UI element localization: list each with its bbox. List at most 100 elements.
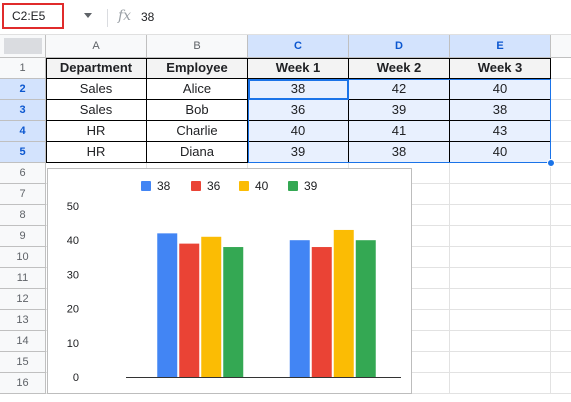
header-cell[interactable]: Week 2 <box>349 58 450 79</box>
column-header-e[interactable]: E <box>450 35 551 58</box>
table-cell[interactable] <box>551 331 571 352</box>
table-cell[interactable]: Sales <box>46 100 147 121</box>
row-header-1[interactable]: 1 <box>0 58 46 79</box>
bar-3-1[interactable] <box>355 240 376 377</box>
table-cell[interactable] <box>551 163 571 184</box>
row-header-6[interactable]: 6 <box>0 163 46 184</box>
row-header-3[interactable]: 3 <box>0 100 46 121</box>
table-cell[interactable] <box>551 310 571 331</box>
table-cell[interactable] <box>450 226 551 247</box>
table-cell[interactable]: 38 <box>450 100 551 121</box>
formula-bar: C2:E5 fx 38 <box>0 0 571 35</box>
table-cell[interactable] <box>450 247 551 268</box>
table-cell[interactable] <box>450 289 551 310</box>
bar-1-1[interactable] <box>311 247 332 377</box>
table-cell[interactable]: 43 <box>450 121 551 142</box>
table-cell[interactable]: Diana <box>147 142 248 163</box>
header-cell[interactable]: Employee <box>147 58 248 79</box>
row-header-13[interactable]: 13 <box>0 310 46 331</box>
table-cell[interactable] <box>450 268 551 289</box>
column-header-f[interactable] <box>551 35 571 58</box>
table-cell[interactable] <box>551 268 571 289</box>
legend-label-3: 39 <box>304 179 318 193</box>
legend-swatch-1 <box>191 181 201 191</box>
bar-2-0[interactable] <box>201 236 222 377</box>
table-cell[interactable] <box>551 289 571 310</box>
legend-swatch-0 <box>141 181 151 191</box>
table-cell[interactable] <box>450 373 551 394</box>
column-header-a[interactable]: A <box>46 35 147 58</box>
bar-3-0[interactable] <box>223 247 244 377</box>
fill-handle[interactable] <box>547 159 555 167</box>
row-header-11[interactable]: 11 <box>0 268 46 289</box>
table-cell[interactable] <box>551 58 571 79</box>
table-cell[interactable] <box>450 163 551 184</box>
table-cell[interactable]: 39 <box>248 142 349 163</box>
table-cell[interactable]: Alice <box>147 79 248 100</box>
y-tick-label: 0 <box>73 372 79 384</box>
name-box[interactable]: C2:E5 <box>2 3 64 29</box>
table-cell[interactable]: Bob <box>147 100 248 121</box>
table-cell[interactable] <box>450 352 551 373</box>
row-header-9[interactable]: 9 <box>0 226 46 247</box>
table-cell[interactable] <box>450 310 551 331</box>
bar-0-0[interactable] <box>157 233 178 377</box>
table-cell[interactable] <box>450 184 551 205</box>
row-header-15[interactable]: 15 <box>0 352 46 373</box>
table-cell[interactable]: HR <box>46 142 147 163</box>
bar-0-1[interactable] <box>289 240 310 377</box>
table-cell[interactable]: 36 <box>248 100 349 121</box>
row-header-14[interactable]: 14 <box>0 331 46 352</box>
row-header-7[interactable]: 7 <box>0 184 46 205</box>
table-cell[interactable]: 38 <box>248 79 349 100</box>
legend-swatch-3 <box>288 181 298 191</box>
formula-input[interactable]: 38 <box>141 10 155 24</box>
row-header-16[interactable]: 16 <box>0 373 46 394</box>
row-header-12[interactable]: 12 <box>0 289 46 310</box>
row-header-2[interactable]: 2 <box>0 79 46 100</box>
table-cell[interactable]: 40 <box>248 121 349 142</box>
table-cell[interactable] <box>450 205 551 226</box>
select-all-corner[interactable] <box>0 35 46 58</box>
table-cell[interactable] <box>551 205 571 226</box>
bar-2-1[interactable] <box>333 229 354 377</box>
table-cell[interactable] <box>551 226 571 247</box>
table-cell[interactable] <box>551 352 571 373</box>
table-cell[interactable] <box>551 121 571 142</box>
legend-swatch-2 <box>239 181 249 191</box>
table-cell[interactable] <box>551 100 571 121</box>
y-tick-label: 40 <box>67 235 79 247</box>
row-header-8[interactable]: 8 <box>0 205 46 226</box>
row-header-5[interactable]: 5 <box>0 142 46 163</box>
table-cell[interactable]: 40 <box>450 79 551 100</box>
table-cell[interactable]: 41 <box>349 121 450 142</box>
header-cell[interactable]: Week 3 <box>450 58 551 79</box>
header-cell[interactable]: Week 1 <box>248 58 349 79</box>
table-cell[interactable] <box>450 331 551 352</box>
table-cell[interactable]: HR <box>46 121 147 142</box>
table-cell[interactable]: 40 <box>450 142 551 163</box>
table-cell[interactable]: 39 <box>349 100 450 121</box>
table-cell[interactable]: 42 <box>349 79 450 100</box>
column-header-d[interactable]: D <box>349 35 450 58</box>
table-cell[interactable] <box>551 184 571 205</box>
row-header-10[interactable]: 10 <box>0 247 46 268</box>
y-tick-label: 50 <box>67 201 79 213</box>
table-cell[interactable] <box>551 373 571 394</box>
bar-1-0[interactable] <box>179 243 200 377</box>
table-cell[interactable]: Charlie <box>147 121 248 142</box>
table-cell[interactable] <box>551 247 571 268</box>
row-header-4[interactable]: 4 <box>0 121 46 142</box>
table-cell[interactable]: Sales <box>46 79 147 100</box>
header-cell[interactable]: Department <box>46 58 147 79</box>
chevron-down-icon[interactable] <box>84 13 92 18</box>
y-tick-label: 20 <box>67 304 79 316</box>
table-cell[interactable]: 38 <box>349 142 450 163</box>
y-tick-label: 30 <box>67 269 79 281</box>
column-header-c[interactable]: C <box>248 35 349 58</box>
fx-icon: fx <box>118 8 132 24</box>
table-cell[interactable] <box>551 142 571 163</box>
column-header-b[interactable]: B <box>147 35 248 58</box>
table-cell[interactable] <box>551 79 571 100</box>
column-chart[interactable]: 38 36 40 39 0 10 20 30 40 50 <box>47 168 412 394</box>
